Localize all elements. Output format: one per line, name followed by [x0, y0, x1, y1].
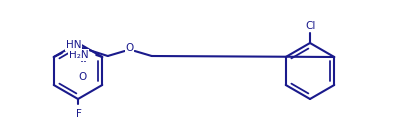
- Text: O: O: [79, 72, 87, 82]
- Text: H₂N: H₂N: [69, 50, 88, 60]
- Text: Cl: Cl: [306, 21, 316, 31]
- Text: F: F: [76, 109, 82, 119]
- Text: O: O: [126, 43, 134, 53]
- Text: HN: HN: [66, 40, 81, 50]
